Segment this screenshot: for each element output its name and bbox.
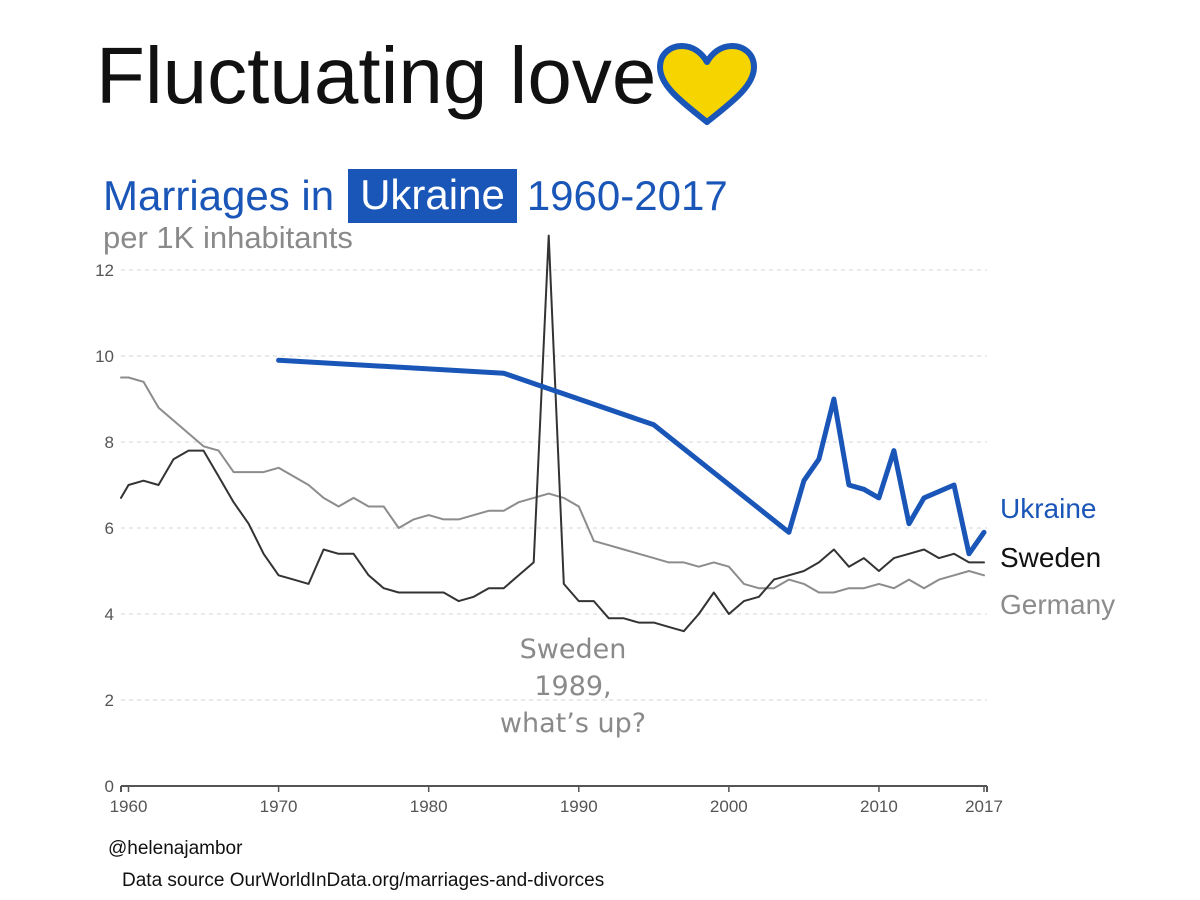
y-tick-label: 8 (105, 433, 114, 452)
series-line-sweden (120, 234, 985, 633)
y-tick-label: 6 (105, 519, 114, 538)
y-tick-label: 4 (105, 605, 114, 624)
annotation-line: Sweden (520, 634, 627, 665)
y-tick-label: 2 (105, 691, 114, 710)
series-label-germany: Germany (1000, 589, 1115, 620)
y-tick-label: 10 (95, 347, 114, 366)
series-label-ukraine: Ukraine (1000, 493, 1096, 524)
unit-label: per 1K inhabitants (103, 220, 353, 255)
series-label-sweden: Sweden (1000, 542, 1101, 573)
x-tick-label: 1970 (260, 797, 298, 816)
annotation-line: what’s up? (500, 708, 646, 739)
heart-icon (657, 43, 757, 125)
subtitle-prefix: Marriages in (103, 172, 335, 219)
author-credit: @helenajambor (108, 838, 243, 859)
subtitle-highlight: Ukraine (348, 169, 517, 223)
series-line-germany (120, 376, 985, 594)
y-tick-label: 0 (105, 777, 114, 796)
annotation-line: 1989, (534, 671, 611, 702)
chart-subtitle: Marriages in Ukraine 1960-2017 (103, 166, 728, 226)
x-tick-label: 2017 (965, 797, 1003, 816)
x-tick-label: 1980 (410, 797, 448, 816)
page-title: Fluctuating love (96, 31, 657, 120)
x-tick-label: 1960 (110, 797, 148, 816)
x-tick-label: 2000 (710, 797, 748, 816)
data-source: Data source OurWorldInData.org/marriages… (122, 870, 605, 891)
y-tick-label: 12 (95, 261, 114, 280)
x-tick-label: 2010 (860, 797, 898, 816)
series-line-ukraine (276, 357, 987, 557)
subtitle-suffix: 1960-2017 (526, 172, 728, 219)
x-tick-label: 1990 (560, 797, 598, 816)
